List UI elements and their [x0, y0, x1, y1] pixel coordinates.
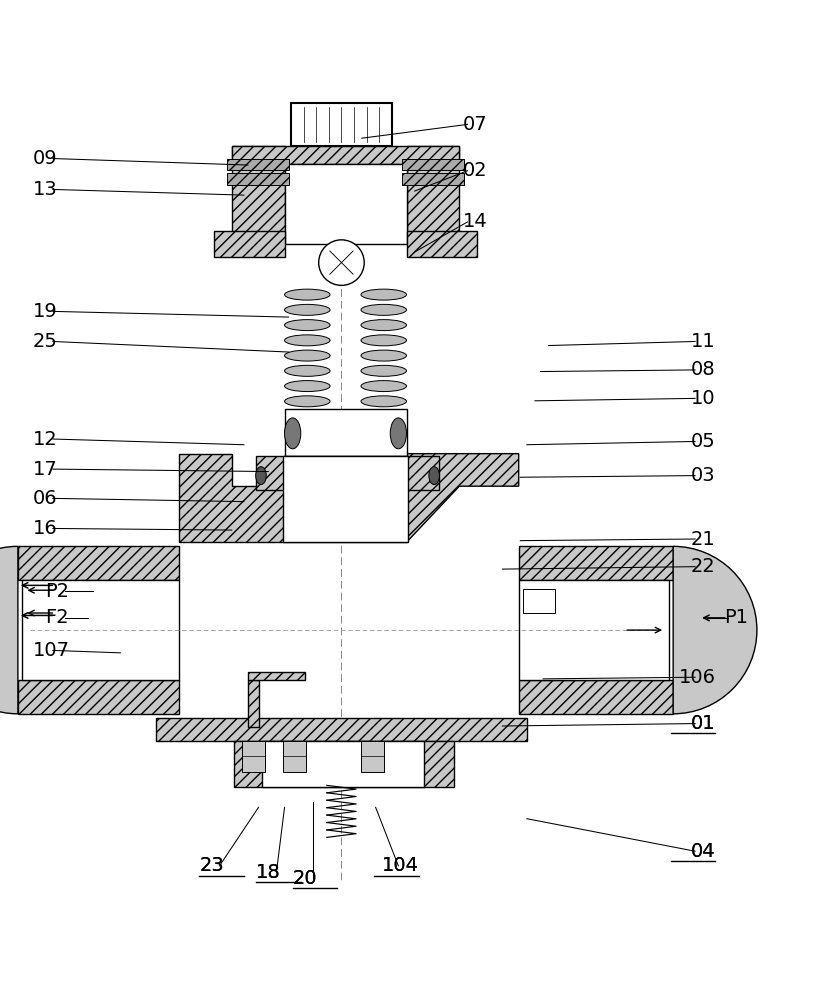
Text: 03: 03: [691, 466, 715, 485]
Text: 20: 20: [293, 869, 317, 888]
Ellipse shape: [285, 304, 330, 315]
Text: 16: 16: [33, 519, 57, 538]
Text: 05: 05: [691, 432, 715, 451]
Text: 23: 23: [199, 856, 224, 875]
Ellipse shape: [285, 320, 330, 331]
Ellipse shape: [361, 350, 406, 361]
Polygon shape: [402, 159, 464, 170]
Bar: [242, 741, 265, 772]
Text: 20: 20: [293, 869, 317, 888]
Ellipse shape: [361, 396, 406, 407]
Polygon shape: [18, 680, 179, 714]
Text: 106: 106: [678, 668, 715, 687]
Polygon shape: [406, 454, 519, 542]
Text: 08: 08: [691, 360, 715, 379]
Polygon shape: [232, 146, 285, 244]
Text: 09: 09: [33, 149, 57, 168]
Polygon shape: [519, 680, 673, 714]
Text: 104: 104: [381, 856, 419, 875]
Ellipse shape: [390, 418, 406, 449]
Text: 25: 25: [33, 332, 58, 351]
Ellipse shape: [285, 365, 330, 376]
Text: 13: 13: [33, 180, 57, 199]
Polygon shape: [227, 173, 289, 185]
Wedge shape: [673, 546, 757, 714]
Text: P1: P1: [724, 608, 748, 627]
Bar: [523, 589, 555, 613]
Polygon shape: [285, 409, 406, 456]
Text: 02: 02: [463, 161, 488, 180]
Text: 12: 12: [33, 430, 57, 449]
Polygon shape: [519, 580, 669, 680]
Polygon shape: [18, 546, 179, 580]
Text: F2: F2: [45, 608, 68, 627]
Text: 04: 04: [691, 842, 715, 861]
Text: 23: 23: [199, 856, 224, 875]
Text: 19: 19: [33, 302, 57, 321]
Ellipse shape: [285, 381, 330, 392]
Bar: [291, 103, 392, 146]
Polygon shape: [179, 454, 285, 542]
Text: P2: P2: [45, 582, 69, 601]
Text: 01: 01: [691, 714, 715, 733]
Ellipse shape: [361, 335, 406, 346]
Text: 10: 10: [691, 389, 715, 408]
Polygon shape: [156, 718, 527, 741]
Bar: [361, 741, 384, 772]
Polygon shape: [232, 146, 459, 164]
Polygon shape: [262, 741, 424, 787]
Polygon shape: [285, 164, 406, 244]
Ellipse shape: [361, 289, 406, 300]
Polygon shape: [406, 231, 477, 257]
Text: 06: 06: [33, 489, 57, 508]
Ellipse shape: [429, 467, 439, 485]
Ellipse shape: [285, 289, 330, 300]
Text: 18: 18: [256, 863, 280, 882]
Polygon shape: [283, 456, 408, 542]
Wedge shape: [0, 546, 18, 714]
Text: 01: 01: [691, 714, 715, 733]
Ellipse shape: [285, 418, 301, 449]
Ellipse shape: [361, 320, 406, 331]
Ellipse shape: [361, 365, 406, 376]
Polygon shape: [22, 580, 179, 680]
Text: 04: 04: [691, 842, 715, 861]
Text: 18: 18: [256, 863, 280, 882]
Text: 07: 07: [463, 115, 488, 134]
Text: 22: 22: [691, 557, 715, 576]
Text: 14: 14: [463, 212, 488, 231]
Polygon shape: [256, 456, 439, 542]
Bar: [283, 741, 306, 772]
Ellipse shape: [285, 335, 330, 346]
Polygon shape: [248, 680, 259, 727]
Text: 104: 104: [381, 856, 419, 875]
Polygon shape: [234, 741, 454, 787]
Polygon shape: [519, 546, 673, 580]
Ellipse shape: [285, 396, 330, 407]
Text: 107: 107: [33, 641, 70, 660]
Polygon shape: [227, 159, 289, 170]
Ellipse shape: [285, 350, 330, 361]
Polygon shape: [248, 672, 305, 680]
Ellipse shape: [256, 467, 267, 485]
Polygon shape: [406, 146, 459, 244]
Polygon shape: [214, 231, 285, 257]
Text: 21: 21: [691, 530, 715, 549]
Text: 17: 17: [33, 460, 57, 479]
Polygon shape: [402, 173, 464, 185]
Circle shape: [319, 240, 364, 285]
Ellipse shape: [361, 304, 406, 315]
Text: 11: 11: [691, 332, 715, 351]
Ellipse shape: [361, 381, 406, 392]
